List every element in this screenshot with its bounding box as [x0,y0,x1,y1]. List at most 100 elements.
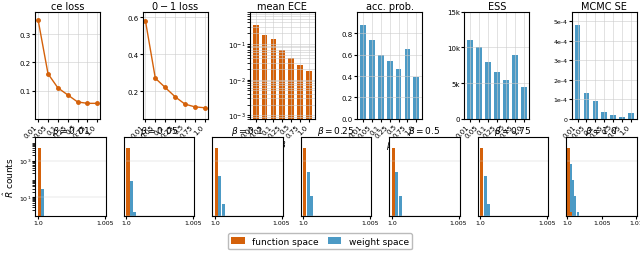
X-axis label: $\beta$: $\beta$ [278,139,286,152]
Bar [399,221,402,254]
Bar [568,148,570,254]
Bar [187,221,189,254]
Bar [442,221,445,254]
Bar [275,221,278,254]
Bar [487,221,490,254]
Bar [268,221,271,254]
Bar [632,221,634,254]
Bar [412,221,415,254]
Bar [449,221,452,254]
Bar [170,221,173,254]
X-axis label: $\beta$: $\beta$ [172,139,179,152]
Bar [531,221,534,254]
Bar [422,221,425,254]
Bar [625,221,627,254]
Bar [347,221,350,254]
Bar [344,221,346,254]
Bar [432,221,435,254]
Bar [255,221,258,254]
Bar [396,69,401,119]
Bar [360,221,364,254]
Bar [323,221,326,254]
Bar [262,221,265,254]
Bar [568,148,570,254]
Bar [262,36,268,254]
Bar [238,221,241,254]
Bar [51,221,54,254]
Bar [575,26,580,119]
Bar [627,221,629,254]
Title: acc. prob.: acc. prob. [365,2,413,12]
Bar [504,221,507,254]
Bar [333,221,337,254]
Bar [320,221,323,254]
Bar [520,221,524,254]
Bar [399,196,402,254]
Bar [392,148,395,254]
Title: mean ECE: mean ECE [257,2,307,12]
Bar [429,221,432,254]
Bar [521,87,527,119]
Y-axis label: $\hat{R}$ counts: $\hat{R}$ counts [1,156,16,197]
Bar [445,221,449,254]
Bar [445,221,449,254]
Bar [632,221,634,254]
Bar [143,221,146,254]
Bar [517,221,520,254]
Bar [597,221,600,254]
Bar [65,221,68,254]
Bar [45,221,48,254]
Bar [42,221,44,254]
Bar [183,221,186,254]
Bar [160,221,163,254]
Bar [364,221,367,254]
Bar [48,221,51,254]
Bar [415,221,419,254]
Bar [527,221,530,254]
Bar [415,221,419,254]
Title: $0-1$ loss: $0-1$ loss [151,0,199,12]
Title: ce loss: ce loss [51,2,84,12]
Bar [455,221,458,254]
Bar [183,221,186,254]
Bar [452,221,455,254]
Bar [84,221,88,254]
Bar [579,221,581,254]
Bar [42,190,44,254]
Bar [78,221,81,254]
Bar [150,221,153,254]
Bar [497,221,500,254]
Bar [602,221,604,254]
Bar [136,221,140,254]
Bar [514,221,517,254]
Bar [190,221,193,254]
Bar [604,221,606,254]
Bar [68,221,71,254]
Bar [511,221,513,254]
Bar [68,221,71,254]
Bar [127,148,129,254]
Bar [271,40,276,254]
X-axis label: $\beta$: $\beta$ [64,139,72,152]
Bar [360,221,364,254]
Bar [337,221,340,254]
Bar [323,221,326,254]
Bar [586,221,588,254]
Bar [487,204,490,254]
Bar [303,148,307,254]
Bar [268,221,271,254]
Bar [280,50,285,254]
Bar [597,221,600,254]
Bar [404,50,410,119]
Bar [153,221,156,254]
Bar [317,221,320,254]
Bar [593,102,598,119]
Bar [602,113,607,119]
Bar [584,93,589,119]
Bar [579,221,581,254]
Bar [150,221,153,254]
Bar [574,221,577,254]
Bar [438,221,442,254]
Bar [272,221,275,254]
Bar [218,176,221,254]
